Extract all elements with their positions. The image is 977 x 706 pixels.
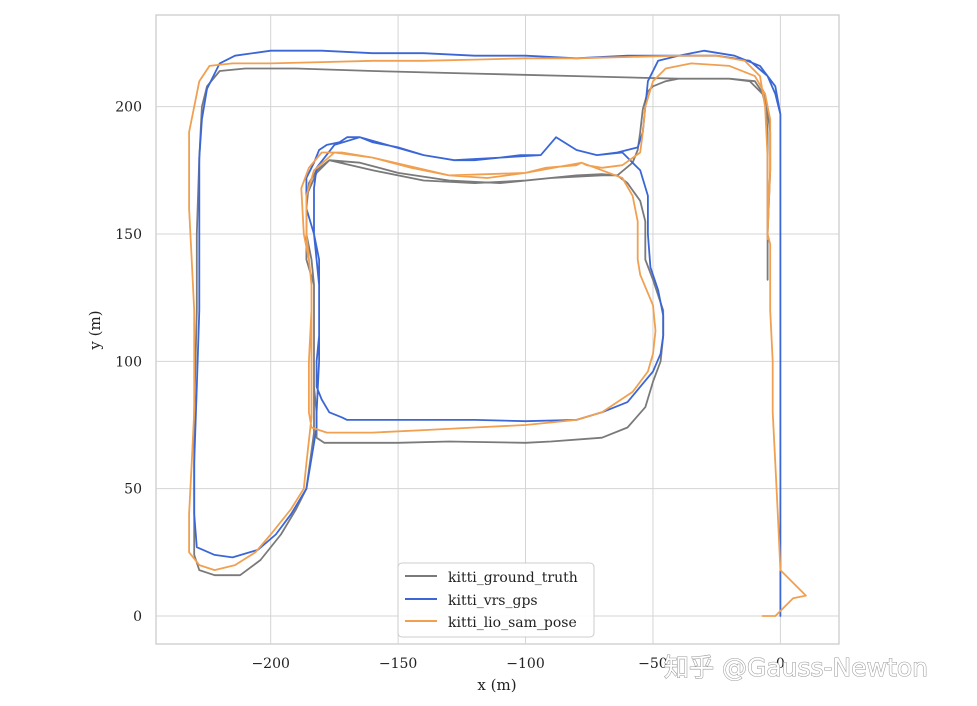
legend-box: [397, 562, 595, 638]
ticks: −200 −150 −100 −50 0 0 50 100 150 200: [115, 100, 785, 672]
x-tick-label: −50: [638, 656, 668, 672]
y-tick-label: 50: [124, 482, 142, 498]
x-tick-label: −150: [379, 656, 417, 672]
y-tick-label: 150: [115, 227, 142, 243]
x-tick-label: 0: [776, 656, 785, 672]
y-tick-label: 0: [133, 609, 142, 625]
legend: kitti_ground_truth kitti_vrs_gps kitti_l…: [397, 562, 595, 638]
x-axis-label: x (m): [477, 676, 516, 694]
series-line-lio-sam-pose: [188, 54, 807, 617]
y-tick-label: 100: [115, 354, 142, 370]
series-layer: [188, 49, 807, 617]
legend-label-vrs-gps: kitti_vrs_gps: [448, 593, 538, 609]
watermark: 知乎 @Gauss-Newton: [664, 653, 928, 682]
y-axis-label: y (m): [86, 310, 104, 350]
y-tick-label: 200: [115, 100, 142, 116]
x-tick-label: −200: [251, 656, 289, 672]
x-tick-label: −100: [506, 656, 544, 672]
legend-label-ground-truth: kitti_ground_truth: [448, 570, 578, 586]
legend-label-lio-sam-pose: kitti_lio_sam_pose: [448, 615, 577, 631]
series-line-vrs-gps: [193, 49, 782, 617]
